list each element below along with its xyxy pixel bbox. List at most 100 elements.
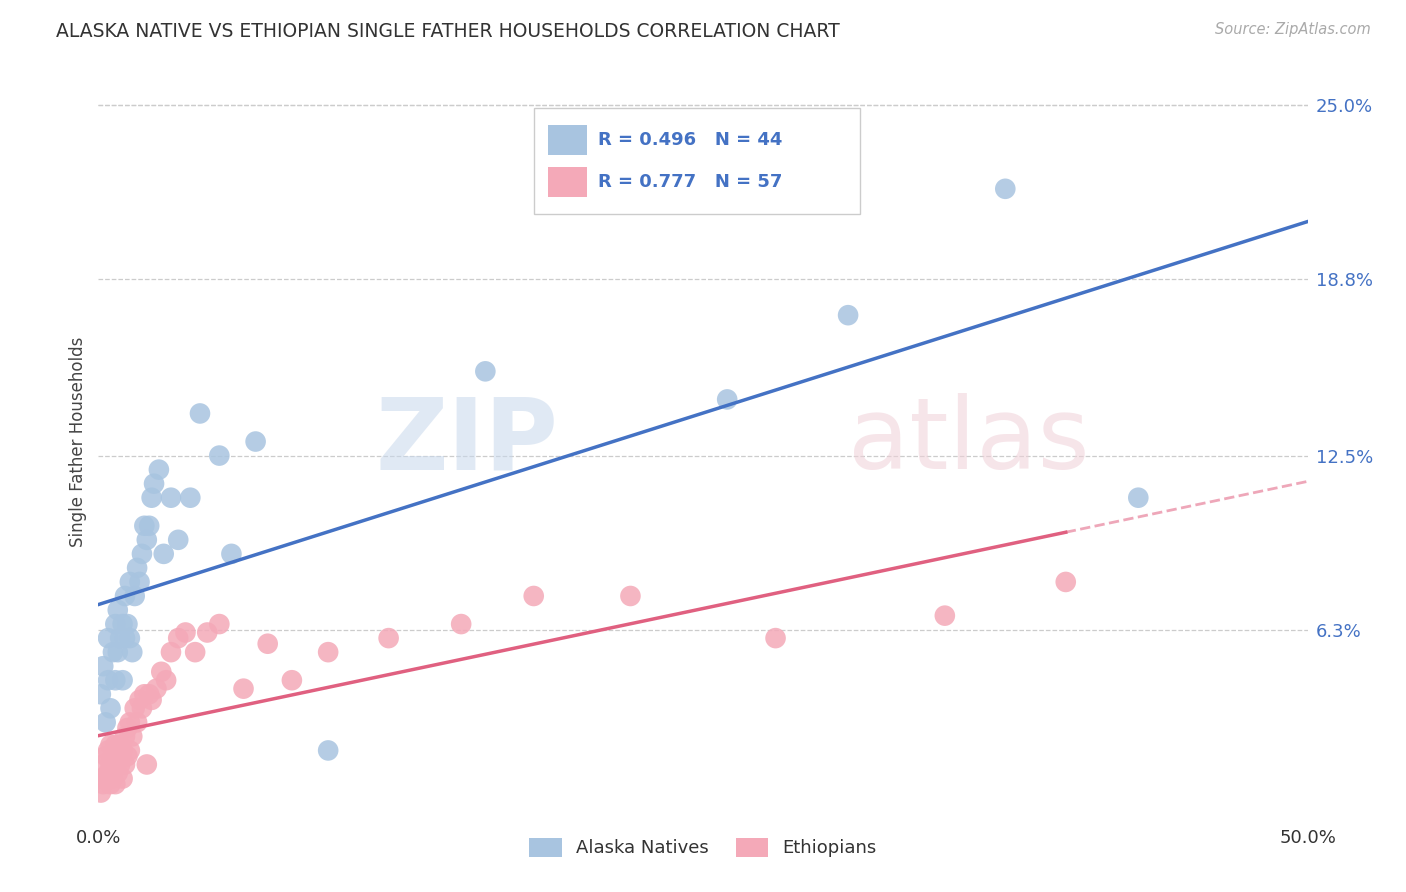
Text: ZIP: ZIP (375, 393, 558, 490)
Point (111, 673, 134, 688)
Point (108, 757, 131, 772)
Text: R = 0.496   N = 44: R = 0.496 N = 44 (598, 131, 782, 149)
Point (97, 631, 120, 645)
Point (994, 182, 1017, 196)
Point (450, 617, 472, 632)
Point (100, 757, 122, 772)
Point (134, 687, 156, 701)
Point (316, 743, 339, 757)
Point (107, 603, 129, 617)
Text: Source: ZipAtlas.com: Source: ZipAtlas.com (1215, 22, 1371, 37)
Point (118, 631, 141, 645)
Point (91, 777, 114, 791)
Text: atlas: atlas (848, 393, 1090, 490)
Point (167, 533, 190, 547)
Point (208, 617, 231, 632)
Point (124, 589, 146, 603)
Point (107, 765, 129, 780)
Point (281, 673, 304, 688)
Point (128, 693, 150, 707)
Point (150, 665, 173, 679)
Point (111, 743, 134, 757)
Point (145, 681, 167, 696)
Point (101, 645, 124, 659)
Point (195, 625, 218, 640)
Point (523, 589, 546, 603)
Point (135, 757, 157, 772)
Point (100, 738, 122, 752)
Point (837, 308, 859, 322)
Legend: Alaska Natives, Ethiopians: Alaska Natives, Ethiopians (522, 830, 884, 864)
Point (143, 476, 166, 491)
Point (97, 765, 120, 780)
Point (117, 749, 139, 764)
Point (90, 687, 112, 701)
Text: R = 0.777   N = 57: R = 0.777 N = 57 (598, 173, 782, 191)
Point (765, 631, 787, 645)
Point (94, 772, 117, 786)
Point (1054, 574, 1077, 589)
Point (90, 772, 112, 786)
Point (111, 617, 134, 632)
Point (101, 749, 124, 764)
Point (91, 659, 114, 673)
Point (114, 589, 136, 603)
Point (167, 631, 190, 645)
Point (101, 772, 124, 786)
Point (117, 721, 139, 735)
Point (131, 701, 153, 715)
Point (184, 645, 207, 659)
Point (121, 645, 143, 659)
Point (107, 645, 129, 659)
Point (118, 574, 141, 589)
Point (131, 547, 153, 561)
Point (208, 449, 231, 463)
Point (91, 757, 114, 772)
Point (138, 687, 160, 701)
Point (138, 518, 160, 533)
Point (148, 462, 170, 476)
Point (474, 364, 496, 378)
Point (104, 673, 127, 688)
Point (135, 533, 157, 547)
Point (128, 574, 150, 589)
Point (100, 777, 122, 791)
Point (141, 491, 163, 505)
Point (97, 673, 120, 688)
Bar (548, 167, 586, 197)
Point (127, 561, 149, 575)
Point (104, 617, 127, 632)
Point (108, 631, 131, 645)
Bar (548, 125, 586, 155)
Point (104, 757, 127, 772)
Point (141, 693, 163, 707)
Point (97, 743, 120, 757)
Point (124, 701, 146, 715)
Point (934, 608, 956, 623)
Point (256, 637, 278, 651)
Point (221, 547, 243, 561)
Point (114, 631, 136, 645)
Point (118, 715, 141, 730)
Point (316, 645, 339, 659)
Point (1128, 491, 1150, 505)
Point (716, 392, 738, 407)
Point (114, 730, 136, 744)
Y-axis label: Single Father Households: Single Father Households (69, 336, 87, 547)
Point (104, 738, 127, 752)
Point (232, 681, 254, 696)
Point (107, 743, 129, 757)
Point (155, 673, 177, 688)
Point (111, 772, 134, 786)
Point (104, 777, 127, 791)
Point (160, 645, 183, 659)
Text: ALASKA NATIVE VS ETHIOPIAN SINGLE FATHER HOUSEHOLDS CORRELATION CHART: ALASKA NATIVE VS ETHIOPIAN SINGLE FATHER… (56, 22, 839, 41)
Point (245, 434, 267, 449)
Point (127, 715, 149, 730)
FancyBboxPatch shape (534, 108, 860, 214)
Point (94, 715, 117, 730)
Point (108, 738, 131, 752)
Point (114, 757, 136, 772)
Point (160, 491, 183, 505)
Point (174, 625, 197, 640)
